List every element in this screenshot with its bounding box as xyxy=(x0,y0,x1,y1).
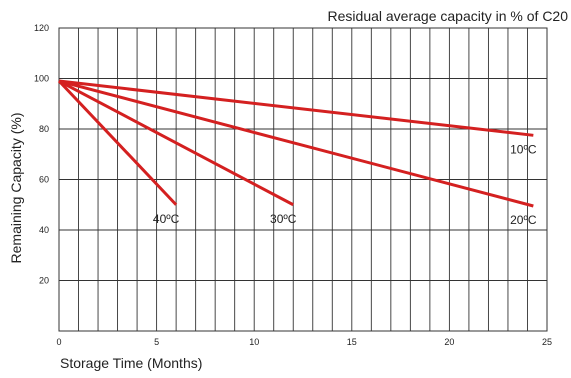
x-tick-label: 20 xyxy=(444,337,454,347)
chart-title: Residual average capacity in % of C20 xyxy=(328,8,569,24)
y-tick-label: 40 xyxy=(39,225,49,235)
x-tick-label: 10 xyxy=(249,337,259,347)
x-tick-label: 25 xyxy=(542,337,552,347)
y-tick-label: 80 xyxy=(39,124,49,134)
x-axis-title: Storage Time (Months) xyxy=(60,355,202,371)
y-tick-label: 100 xyxy=(34,74,49,84)
series-label: 20ºC xyxy=(510,213,537,227)
y-axis-title: Remaining Capacity (%) xyxy=(8,113,24,264)
series-line xyxy=(58,79,534,208)
x-tick-label: 15 xyxy=(347,337,357,347)
series-line xyxy=(58,79,534,137)
label-layer: 10ºC 20ºC 30ºC 40ºC xyxy=(153,142,537,227)
series-layer xyxy=(57,79,534,208)
series-line xyxy=(57,79,178,206)
y-tick-label: 60 xyxy=(39,175,49,185)
series-label: 40ºC xyxy=(153,212,180,226)
series-label: 30ºC xyxy=(270,212,297,226)
grid-layer xyxy=(58,27,548,332)
y-tick-label: 120 xyxy=(34,23,49,33)
series-label: 10ºC xyxy=(510,142,537,156)
y-tick-label: 20 xyxy=(39,276,49,286)
tick-layer: 0 5 10 15 20 25 20 40 60 80 100 120 xyxy=(34,23,552,347)
series-line xyxy=(58,79,294,207)
x-tick-label: 5 xyxy=(154,337,159,347)
x-tick-label: 0 xyxy=(56,337,61,347)
